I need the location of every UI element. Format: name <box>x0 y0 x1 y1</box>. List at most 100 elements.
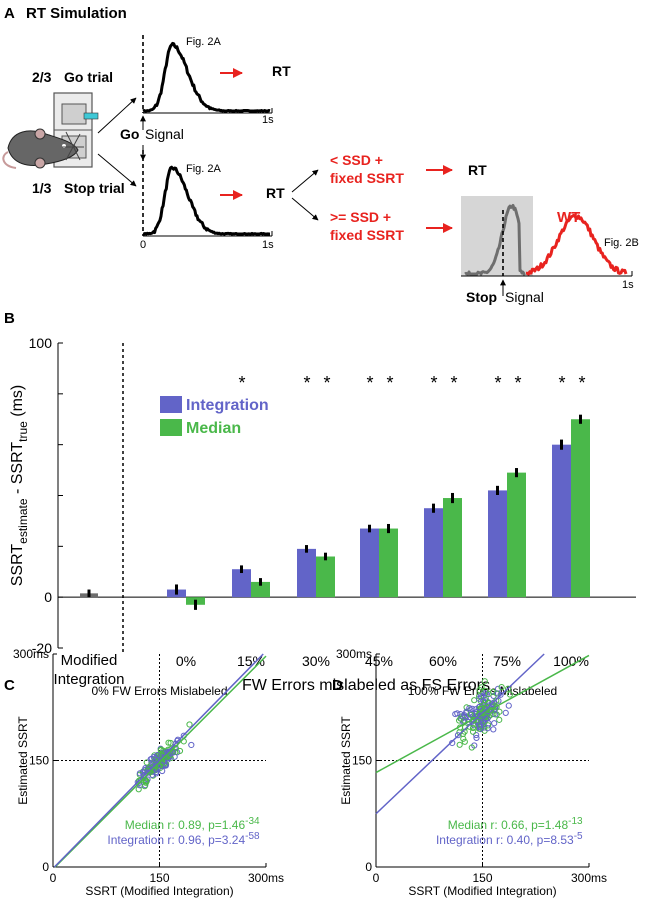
panel-c-label: C <box>4 677 15 694</box>
bar-integration-75pct <box>488 490 507 598</box>
bar-integration-15pct <box>232 569 251 598</box>
y-tick-label: 0 <box>42 860 49 874</box>
go-signal-word: Signal <box>145 126 184 142</box>
wt-distribution: WT Fig. 2B 1s <box>461 196 639 291</box>
stop-signal-bold: Stop <box>466 289 497 305</box>
axis-1s-bottom: 1s <box>262 239 274 251</box>
point-median <box>496 716 503 723</box>
legend-label-median: Median <box>186 420 241 437</box>
stop-rt-distribution: Fig. 2A 0 1s <box>140 150 274 251</box>
x-axis-label: FW Errors mislabeled as FS Errors <box>242 677 490 694</box>
point-median <box>475 725 483 732</box>
significance-star: * <box>366 373 373 393</box>
bar-median-60pct <box>443 498 462 598</box>
fit-line-median <box>54 655 267 868</box>
panel-a: A RT Simulation 2/3 Go trial 1/3 Stop tr… <box>2 5 639 305</box>
stop-trial-label: Stop trial <box>64 180 125 196</box>
x-axis-label: SSRT (Modified Integration) <box>85 884 233 898</box>
point-integration <box>485 707 492 715</box>
bar-median-30pct <box>316 556 335 598</box>
point-median <box>142 779 149 786</box>
modified-label-1: Modified <box>61 652 118 669</box>
bar-median-100pct <box>571 419 590 598</box>
point-median <box>469 728 477 735</box>
point-median <box>176 747 184 755</box>
x-tick-label: 60% <box>429 653 457 669</box>
x-tick-label: 45% <box>365 653 393 669</box>
modified-label-2: Integration <box>54 671 125 688</box>
panel-b-label: B <box>4 310 15 327</box>
x-tick-label: 75% <box>493 653 521 669</box>
bar-integration-30pct <box>297 548 316 598</box>
go-signal-bold: Go <box>120 126 139 142</box>
y-axis-label: Estimated SSRT <box>16 716 30 805</box>
point-integration <box>492 711 499 718</box>
wt-label: WT <box>557 209 580 226</box>
point-median <box>481 678 488 685</box>
point-median <box>498 684 505 691</box>
point-median <box>137 777 144 784</box>
significance-star: * <box>323 373 330 393</box>
point-integration <box>144 776 151 783</box>
arrow-branch-lt <box>291 169 319 193</box>
point-median <box>186 721 193 728</box>
y-tick-label: -20 <box>32 640 52 656</box>
y-axis-label: SSRTestimate - SSRTtrue (ms) <box>9 385 30 586</box>
point-median <box>461 738 468 745</box>
point-median <box>504 685 512 692</box>
stats-median: Median r: 0.89, p=1.46-34 <box>125 816 260 832</box>
y-tick-label: 0 <box>44 589 52 605</box>
arrow-to-go <box>97 97 137 134</box>
cond-lt-line2: fixed SSRT <box>330 170 404 186</box>
go-trial-label: Go trial <box>64 69 113 85</box>
point-integration <box>490 726 497 733</box>
y-tick-label: 150 <box>352 754 372 768</box>
arrow-to-stop <box>97 153 137 187</box>
panel-b-bar-chart: B -20 0 100 SSRTestimate - SSRTtrue (ms) Mod… <box>4 310 636 694</box>
point-median <box>141 783 148 790</box>
rt-right-label: RT <box>468 162 487 178</box>
point-integration <box>454 710 461 717</box>
point-median <box>493 690 500 697</box>
fig2b-label: Fig. 2B <box>604 237 639 249</box>
x-tick-label: 100% <box>553 653 589 669</box>
cond-ge-line2: fixed SSRT <box>330 227 404 243</box>
stats-integration: Integration r: 0.96, p=3.24-58 <box>107 831 260 847</box>
y-axis-label: Estimated SSRT <box>339 716 353 805</box>
point-integration <box>502 709 509 716</box>
fit-line-median <box>375 654 590 774</box>
x-tick-label: 300ms <box>571 871 607 885</box>
point-integration <box>491 720 498 727</box>
y-tick-label: 150 <box>29 754 49 768</box>
x-tick-label: 0 <box>50 871 57 885</box>
point-integration <box>497 691 504 698</box>
significance-star: * <box>494 373 501 393</box>
point-integration <box>468 710 475 718</box>
arrow-branch-ge <box>291 197 319 221</box>
y-tick-label: 0 <box>365 860 372 874</box>
panel-d-scatter: D 100% FW Errors Mislabeled00150150300ms… <box>332 647 607 898</box>
significance-star: * <box>386 373 393 393</box>
point-median <box>476 687 483 694</box>
stop-window-shade <box>461 196 533 276</box>
significance-star: * <box>303 373 310 393</box>
rt-middle-label: RT <box>266 185 285 201</box>
point-median <box>485 690 492 697</box>
x-tick-label: 300ms <box>248 871 284 885</box>
bar-median-15pct <box>251 581 270 598</box>
point-integration <box>505 702 512 709</box>
point-integration <box>174 736 181 743</box>
bar-median-45pct <box>379 528 398 598</box>
stats-median: Median r: 0.66, p=1.48-13 <box>448 816 583 832</box>
bar-median-75pct <box>507 472 526 598</box>
panel-a-label: A <box>4 5 15 22</box>
axis-1s-top: 1s <box>262 114 274 126</box>
point-integration <box>478 694 485 701</box>
point-median <box>135 786 142 793</box>
go-fraction: 2/3 <box>32 69 52 85</box>
mouse-apparatus-illustration <box>2 92 99 169</box>
panel-d-label: D <box>332 677 343 694</box>
x-axis-label: SSRT (Modified Integration) <box>408 884 556 898</box>
point-integration <box>154 752 161 759</box>
